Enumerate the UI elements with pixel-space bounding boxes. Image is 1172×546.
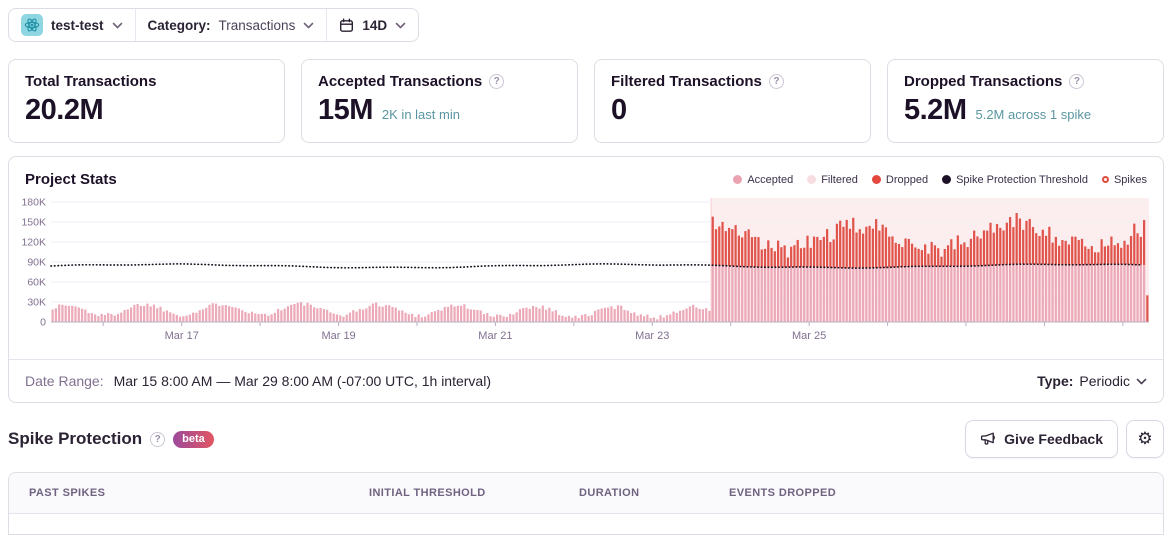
legend-label: Accepted [747, 173, 794, 186]
date-period-selector[interactable]: 14D [326, 9, 418, 41]
settings-button[interactable]: ⚙ [1126, 420, 1164, 458]
date-range-label: Date Range: [25, 373, 104, 389]
legend-label: Dropped [885, 173, 929, 186]
chevron-down-icon [304, 22, 314, 28]
give-feedback-label: Give Feedback [1004, 431, 1103, 447]
y-axis-tick-label: 120K [21, 237, 46, 249]
legend-label: Spikes [1113, 173, 1147, 186]
x-axis-tick-label: Mar 19 [321, 330, 355, 342]
react-platform-icon [21, 14, 43, 36]
x-axis-tick-label: Mar 23 [635, 330, 669, 342]
project-name: test-test [51, 17, 104, 33]
stat-card-3: Dropped Transactions? 5.2M 5.2M across 1 s… [887, 59, 1164, 143]
help-icon[interactable]: ? [150, 431, 166, 447]
beta-badge: beta [173, 430, 214, 448]
x-axis-tick-label: Mar 21 [478, 330, 512, 342]
stat-card-subtext: 5.2M across 1 spike [975, 107, 1092, 122]
column-header-past-spikes: Past Spikes [29, 487, 106, 499]
column-header-initial-threshold: Initial Threshold [369, 487, 486, 499]
stat-card-value: 15M [318, 94, 373, 126]
chevron-down-icon [395, 22, 406, 28]
stat-card-title: Accepted Transactions [318, 73, 483, 90]
stat-card-0: Total Transactions 20.2M [8, 59, 285, 143]
help-icon[interactable]: ? [1069, 74, 1085, 89]
project-stats-card: Project Stats Accepted Filtered Dropped Spi… [8, 156, 1164, 403]
legend-label: Spike Protection Threshold [956, 173, 1088, 186]
chart-title: Project Stats [25, 171, 117, 188]
legend-ring-marker [1101, 176, 1109, 183]
stat-cards-row: Total Transactions 20.2M Accepted Transact… [8, 59, 1164, 143]
period-value: 14D [362, 17, 388, 33]
type-value: Periodic [1079, 373, 1130, 389]
usage-chart: 0 30K 60K 90K 120K 150K 180K Mar 17 Mar 19 Mar 21… [9, 194, 1163, 353]
y-axis-tick-label: 60K [27, 277, 46, 289]
y-axis-tick-label: 180K [21, 197, 46, 209]
x-axis-tick-label: Mar 25 [792, 330, 826, 342]
help-icon[interactable]: ? [768, 74, 784, 89]
stat-card-title: Filtered Transactions [611, 73, 762, 90]
legend-label: Filtered [821, 173, 858, 186]
x-axis-tick-label: Mar 17 [165, 330, 199, 342]
column-header-events-dropped: Events Dropped [729, 487, 837, 499]
gear-icon: ⚙ [1137, 428, 1153, 449]
category-selector[interactable]: Category: Transactions [134, 9, 327, 41]
stat-card-title: Total Transactions [25, 73, 157, 90]
stat-card-value: 5.2M [904, 94, 967, 126]
chevron-down-icon [112, 22, 122, 28]
stat-card-1: Accepted Transactions? 15M 2K in last min [301, 59, 578, 143]
legend-item-dropped[interactable]: Dropped [871, 173, 929, 186]
category-label: Category: [147, 17, 211, 33]
column-header-duration: Duration [579, 487, 640, 499]
stat-card-value: 0 [611, 94, 627, 126]
table-body [9, 514, 1163, 534]
chart-legend: Accepted Filtered Dropped Spike Protection … [733, 174, 1147, 186]
legend-item-filtered[interactable]: Filtered [807, 174, 858, 186]
spike-protection-threshold-line [50, 263, 1144, 269]
legend-dot-marker [942, 175, 952, 184]
y-axis-tick-label: 150K [21, 217, 46, 229]
legend-dot-marker [871, 175, 881, 184]
legend-item-accepted[interactable]: Accepted [733, 174, 793, 186]
legend-dot-marker [807, 175, 817, 184]
stat-card-title: Dropped Transactions [904, 73, 1063, 90]
give-feedback-button[interactable]: Give Feedback [965, 420, 1118, 458]
megaphone-icon [981, 432, 996, 445]
y-axis-tick-label: 90K [27, 257, 46, 269]
legend-item-spikes[interactable]: Spikes [1101, 173, 1147, 186]
category-value: Transactions [218, 17, 296, 33]
y-axis-tick-label: 30K [27, 297, 46, 309]
section-title: Spike Protection [8, 429, 143, 448]
stat-card-subtext: 2K in last min [381, 107, 460, 122]
stat-card-2: Filtered Transactions? 0 [594, 59, 871, 143]
legend-dot-marker [733, 175, 743, 184]
chevron-down-icon [1136, 378, 1147, 384]
legend-item-spike-protection-threshold[interactable]: Spike Protection Threshold [942, 174, 1088, 186]
filter-toolbar: test-test Category: Transactions 14D [8, 8, 420, 42]
type-label: Type: [1037, 373, 1074, 389]
calendar-icon [340, 18, 354, 32]
past-spikes-table: Past Spikes Initial Threshold Duration Even… [8, 472, 1164, 535]
spike-region [711, 198, 1149, 322]
project-selector[interactable]: test-test [9, 9, 135, 41]
y-axis-tick-label: 0 [40, 317, 46, 329]
table-header-row: Past Spikes Initial Threshold Duration Even… [9, 473, 1163, 514]
date-range-value: Mar 15 8:00 AM — Mar 29 8:00 AM (-07:00 … [113, 373, 491, 389]
type-selector[interactable]: Type: Periodic [1037, 373, 1147, 389]
stat-card-value: 20.2M [25, 94, 104, 126]
help-icon[interactable]: ? [489, 74, 505, 89]
